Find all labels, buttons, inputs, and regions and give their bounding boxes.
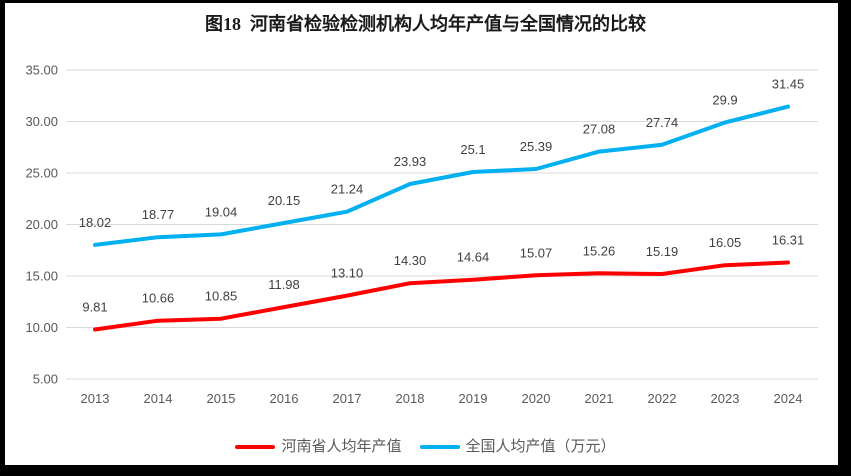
data-label: 27.08	[583, 122, 616, 137]
x-tick-label: 2021	[585, 391, 614, 406]
data-label: 10.66	[142, 291, 175, 306]
legend-item-national: 全国人均产值（万元）	[419, 437, 616, 457]
legend: 河南省人均年产值 全国人均产值（万元）	[5, 437, 838, 457]
y-tick-label: 10.00	[25, 320, 58, 335]
data-label: 15.07	[520, 245, 553, 260]
x-tick-label: 2024	[774, 391, 803, 406]
y-tick-label: 30.00	[25, 114, 58, 129]
data-label: 27.74	[646, 115, 679, 130]
x-tick-label: 2015	[207, 391, 236, 406]
x-tick-label: 2014	[144, 391, 173, 406]
x-tick-label: 2022	[648, 391, 677, 406]
data-label: 21.24	[331, 182, 364, 197]
x-tick-label: 2019	[459, 391, 488, 406]
data-label: 11.98	[268, 277, 300, 292]
data-label: 31.45	[772, 77, 805, 92]
data-label: 15.19	[646, 244, 679, 259]
data-label: 23.93	[394, 154, 427, 169]
legend-line-blue-icon	[419, 445, 460, 449]
x-tick-label: 2013	[81, 391, 110, 406]
y-tick-label: 25.00	[25, 166, 58, 181]
data-label: 18.77	[142, 207, 175, 222]
x-tick-label: 2018	[396, 391, 425, 406]
y-tick-label: 35.00	[25, 63, 58, 78]
data-label: 16.05	[709, 235, 742, 250]
series-line	[93, 260, 790, 332]
x-tick-label: 2020	[522, 391, 551, 406]
x-tick-label: 2023	[711, 391, 740, 406]
data-label: 20.15	[268, 193, 301, 208]
x-tick-label: 2017	[333, 391, 362, 406]
data-label: 14.30	[394, 253, 427, 268]
chart-title: 图18 河南省检验检测机构人均年产值与全国情况的比较	[205, 14, 646, 34]
legend-label-national: 全国人均产值（万元）	[465, 438, 616, 455]
data-label: 10.85	[205, 289, 238, 304]
data-label: 9.81	[82, 299, 107, 314]
data-label: 14.64	[457, 250, 490, 265]
legend-item-henan: 河南省人均年产值	[235, 437, 402, 457]
series-line	[93, 104, 790, 247]
data-label: 16.31	[772, 233, 805, 248]
data-label: 29.9	[712, 93, 737, 108]
data-label: 18.02	[79, 215, 112, 230]
y-tick-label: 5.00	[33, 372, 58, 387]
data-label: 13.10	[331, 266, 364, 281]
y-tick-label: 20.00	[25, 217, 58, 232]
data-label: 25.39	[520, 139, 553, 154]
legend-line-red-icon	[235, 445, 276, 449]
y-tick-label: 15.00	[25, 269, 58, 284]
data-label: 19.04	[205, 204, 238, 219]
data-label: 15.26	[583, 243, 616, 258]
x-tick-label: 2016	[270, 391, 299, 406]
data-label: 25.1	[460, 142, 485, 157]
legend-label-henan: 河南省人均年产值	[281, 438, 402, 455]
